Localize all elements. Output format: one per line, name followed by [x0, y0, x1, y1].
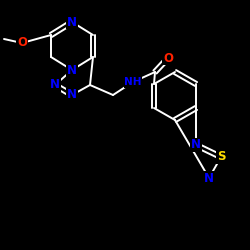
Text: S: S	[217, 150, 225, 164]
Text: N: N	[204, 172, 214, 184]
Text: NH: NH	[124, 77, 142, 87]
Text: O: O	[163, 52, 173, 64]
Text: N: N	[67, 16, 77, 28]
Text: N: N	[67, 64, 77, 76]
Text: N: N	[50, 78, 60, 92]
Text: N: N	[191, 138, 201, 151]
Text: N: N	[67, 88, 77, 102]
Text: O: O	[17, 36, 27, 50]
